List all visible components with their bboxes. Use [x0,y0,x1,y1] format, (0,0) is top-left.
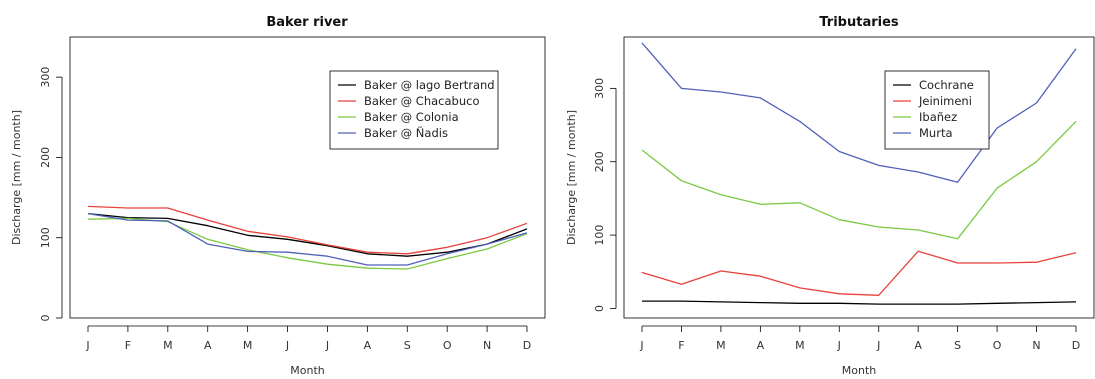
p0-y-tick-label: 100 [39,227,52,248]
p1-x-tick-label: A [757,339,765,352]
p1-legend-label-1: Jeinimeni [918,94,972,108]
p1-x-tick-label: M [795,339,805,352]
p0-legend-label-2: Baker @ Colonia [364,110,459,124]
p0-x-tick-label: O [443,339,452,352]
p0-series-line-1 [87,205,528,255]
p0-x-tick-label: N [483,339,491,352]
p0-y-tick-label: 0 [39,315,52,322]
p1-x-tick-label: F [678,339,684,352]
p1-x-tick-label: O [993,339,1002,352]
p0-x-tick-label: A [204,339,212,352]
p1-series-line-3 [641,42,1077,183]
p1-y-axis-label: Discharge [mm / month] [565,110,578,245]
chart-tributaries: Tributaries 0 100 200 300 Discharge [mm / mon… [565,15,1095,377]
p0-y-axis-label: Discharge [mm / month] [10,110,23,245]
p0-x-tick-label: J [325,339,329,352]
p1-x-tick-label: S [954,339,961,352]
p1-legend-label-0: Cochrane [919,78,974,92]
p1-legend-label-3: Murta [919,126,953,140]
p1-x-tick-label: J [876,339,880,352]
p0-x-tick-label: S [404,339,411,352]
chart-baker-river: Baker river 0 100 200 300 Discharge [mm / mon… [10,15,546,377]
p0-legend-label-3: Baker @ Ñadis [364,125,448,140]
p1-x-tick-label: D [1072,339,1080,352]
p0-x-axis-label: Month [290,364,325,377]
p0-y-tick-label: 300 [39,67,52,88]
p0-legend-label-0: Baker @ lago Bertrand [364,78,495,92]
p1-legend [884,70,990,150]
p0-series-line-3 [87,212,528,266]
p1-plot-frame [623,36,1095,319]
p0-x-tick-label: F [125,339,131,352]
p1-y-tick-label: 0 [593,305,606,312]
p0-x-tick-label: D [523,339,531,352]
p0-x-tick-label: J [85,339,89,352]
p0-series-line-0 [87,212,528,257]
p1-y-tick-label: 300 [593,78,606,99]
p1-x-tick-label: M [716,339,726,352]
p1-series-line-0 [642,300,1077,305]
p1-x-axis-label: Month [842,364,877,377]
p1-x-tick-label: N [1032,339,1040,352]
p0-x-tick-label: M [243,339,253,352]
p1-series-line-2 [641,120,1077,240]
p1-x-tick-label: J [639,339,643,352]
p0-x-tick-label: J [285,339,289,352]
p0-legend [329,70,499,150]
p1-y-tick-label: 200 [593,151,606,172]
p0-plot-frame [69,36,546,319]
p0-legend-label-1: Baker @ Chacabuco [364,94,479,108]
p1-series-line-1 [641,250,1077,296]
p1-y-tick-label: 100 [593,225,606,246]
p0-title: Baker river [266,15,348,30]
p1-x-tick-label: J [837,339,841,352]
p0-y-tick-label: 200 [39,147,52,168]
p1-x-tick-label: A [914,339,922,352]
p1-legend-label-2: Ibañez [919,110,957,124]
p1-title: Tributaries [819,15,899,30]
p0-x-tick-label: M [163,339,173,352]
p0-x-tick-label: A [364,339,372,352]
